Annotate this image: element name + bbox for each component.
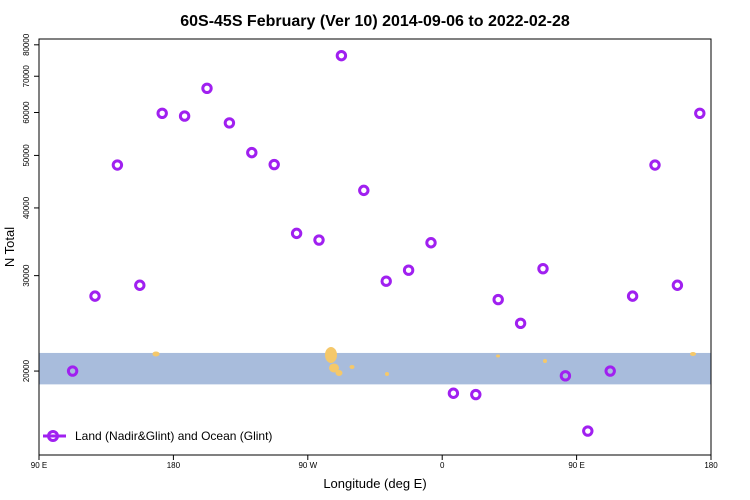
plot-frame [38,38,712,456]
land-fragment [496,354,500,358]
data-point [559,370,572,382]
x-tick-label: 180 [167,461,181,470]
x-tick-label: 90 E [568,461,584,470]
data-point [604,365,616,377]
x-tick-label: 180 [704,461,718,470]
data-point [470,388,482,401]
legend-label: Land (Nadir&Glint) and Ocean (Glint) [75,429,272,443]
data-point [111,159,124,171]
data-point [268,158,280,171]
data-point [582,425,594,437]
ocean-band [39,352,711,385]
land-fragment [335,369,343,376]
data-point [313,234,325,246]
x-axis: 90 E 180 90 W 0 90 E 180 [31,455,718,470]
data-point [492,293,504,306]
data-point [626,290,639,302]
data-point [156,107,168,119]
data-point [514,317,527,330]
land-strip [152,346,696,376]
data-point [358,184,370,197]
data-point [290,227,303,240]
y-tick-label: 50000 [22,144,31,167]
y-tick-label: 40000 [22,196,31,219]
data-point [66,365,79,377]
land-fragment [543,358,547,363]
legend: Land (Nadir&Glint) and Ocean (Glint) [43,429,272,443]
data-points [66,49,706,437]
data-point [178,110,191,122]
land-fragment [690,351,696,356]
data-point [134,279,146,291]
data-point [380,275,392,287]
data-point [223,117,236,129]
data-point [246,146,258,159]
x-tick-label: 90 W [298,461,317,470]
land-fragment [152,351,160,357]
legend-marker-swatch [47,430,59,442]
data-point [537,262,549,275]
land-fragment [349,364,355,369]
data-point [671,279,684,291]
data-point [425,237,437,249]
land-fragment [385,371,389,376]
data-point [447,387,460,399]
y-tick-label: 70000 [22,65,31,88]
y-axis-label: N Total [2,227,17,267]
data-point [201,82,213,95]
y-tick-label: 80000 [22,33,31,56]
x-tick-label: 90 E [31,461,47,470]
land-fragment [325,346,337,363]
data-point [402,264,415,276]
y-tick-label: 30000 [22,264,31,287]
y-tick-label: 20000 [22,359,31,382]
x-tick-label: 0 [440,461,445,470]
y-tick-label: 60000 [22,101,31,124]
land-fragment [329,363,339,373]
chart-title: 60S-45S February (Ver 10) 2014-09-06 to … [180,13,570,30]
data-point [335,49,348,62]
ocean-band-rect [39,352,711,385]
data-point [649,159,661,171]
x-axis-label: Longitude (deg E) [323,476,426,491]
y-axis: 20000 30000 40000 50000 60000 70000 80000 [22,33,39,382]
data-point [694,107,706,119]
data-point [89,290,101,302]
